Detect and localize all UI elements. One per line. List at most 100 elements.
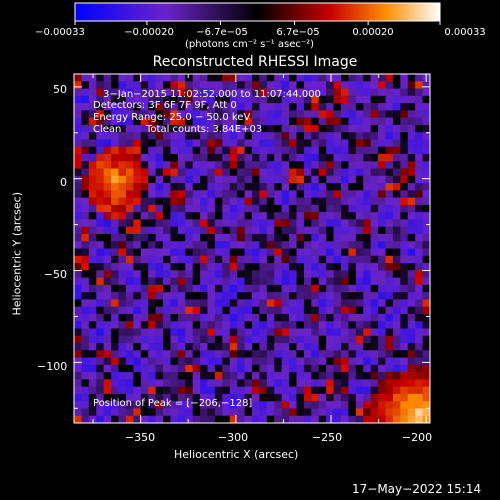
heatmap-cell [392, 328, 401, 337]
heatmap-cell [237, 386, 245, 395]
heatmap-cell [185, 190, 194, 198]
heatmap-cell [333, 190, 342, 198]
heatmap-cell [370, 292, 379, 300]
heatmap-cell [163, 372, 171, 380]
heatmap-cell [289, 110, 297, 119]
heatmap-cell [370, 103, 379, 111]
heatmap-cell [296, 233, 305, 242]
heatmap-cell [392, 313, 401, 322]
heatmap-cell [252, 372, 260, 380]
heatmap-cell [266, 168, 275, 177]
heatmap-cell [74, 255, 82, 264]
heatmap-cell [296, 263, 305, 271]
heatmap-cell [244, 292, 253, 300]
heatmap-cell [407, 255, 416, 264]
heatmap-cell [170, 415, 179, 424]
heatmap-cell [140, 110, 149, 119]
heatmap-cell [177, 321, 186, 329]
heatmap-cell [155, 197, 164, 206]
heatmap-cell [148, 401, 156, 409]
heatmap-cell [281, 335, 290, 344]
heatmap-cell [148, 379, 156, 388]
heatmap-cell [363, 415, 372, 424]
heatmap-cell [400, 190, 409, 198]
heatmap-cell [348, 284, 357, 293]
heatmap-cell [170, 277, 179, 286]
heatmap-cell [415, 190, 423, 198]
heatmap-cell [81, 233, 90, 242]
heatmap-cell [140, 204, 149, 213]
heatmap-cell [237, 328, 245, 337]
heatmap-cell [207, 226, 216, 235]
heatmap-cell [81, 212, 90, 220]
heatmap-cell [148, 183, 156, 191]
heatmap-cell [214, 241, 223, 249]
heatmap-cell [422, 168, 431, 177]
heatmap-cell [96, 204, 105, 213]
heatmap-cell [348, 313, 357, 322]
heatmap-cell [341, 190, 349, 198]
heatmap-cell [81, 372, 90, 380]
heatmap-cell [355, 335, 364, 344]
heatmap-cell [74, 299, 82, 308]
heatmap-cell [222, 415, 231, 424]
heatmap-cell [378, 343, 386, 351]
heatmap-cell [207, 233, 216, 242]
heatmap-cell [415, 153, 423, 162]
heatmap-cell [355, 241, 364, 249]
heatmap-cell [266, 153, 275, 162]
heatmap-cell [370, 313, 379, 322]
heatmap-cell [170, 241, 179, 249]
heatmap-cell [289, 335, 297, 344]
heatmap-cell [385, 408, 394, 417]
heatmap-cell [192, 255, 201, 264]
heatmap-cell [303, 313, 312, 322]
heatmap-cell [163, 343, 171, 351]
heatmap-cell [274, 183, 283, 191]
heatmap-cell [407, 103, 416, 111]
heatmap-cell [318, 335, 327, 344]
heatmap-cell [348, 153, 357, 162]
heatmap-cell [214, 248, 223, 257]
heatmap-cell [415, 306, 423, 315]
heatmap-cell [148, 270, 156, 278]
heatmap-cell [415, 124, 423, 133]
heatmap-cell [259, 241, 268, 249]
heatmap-cell [118, 161, 127, 169]
heatmap-cell [252, 408, 260, 417]
heatmap-cell [244, 335, 253, 344]
heatmap-cell [341, 139, 349, 148]
heatmap-cell [125, 415, 134, 424]
heatmap-cell [318, 117, 327, 126]
heatmap-cell [378, 241, 386, 249]
heatmap-cell [214, 132, 223, 140]
heatmap-cell [133, 357, 142, 366]
heatmap-cell [385, 110, 394, 119]
heatmap-cell [341, 161, 349, 169]
heatmap-cell [111, 88, 119, 97]
heatmap-cell [392, 284, 401, 293]
heatmap-cell [163, 386, 171, 395]
heatmap-cell [392, 364, 401, 373]
heatmap-cell [207, 408, 216, 417]
heatmap-cell [140, 350, 149, 358]
heatmap-cell [148, 95, 156, 104]
heatmap-cell [252, 124, 260, 133]
heatmap-cell [229, 357, 238, 366]
heatmap-cell [385, 233, 394, 242]
heatmap-cell [133, 190, 142, 198]
heatmap-cell [296, 350, 305, 358]
heatmap-cell [296, 408, 305, 417]
heatmap-cell [103, 153, 112, 162]
heatmap-cell [355, 277, 364, 286]
heatmap-cell [111, 81, 119, 89]
heatmap-cell [133, 386, 142, 395]
heatmap-cell [222, 183, 231, 191]
heatmap-cell [111, 328, 119, 337]
heatmap-cell [200, 81, 208, 89]
heatmap-cell [177, 219, 186, 228]
colorbar-unit-label: (photons cm⁻² s⁻¹ asec⁻²) [185, 39, 315, 50]
heatmap-cell [274, 139, 283, 148]
heatmap-cell [326, 204, 334, 213]
heatmap-cell [252, 386, 260, 395]
